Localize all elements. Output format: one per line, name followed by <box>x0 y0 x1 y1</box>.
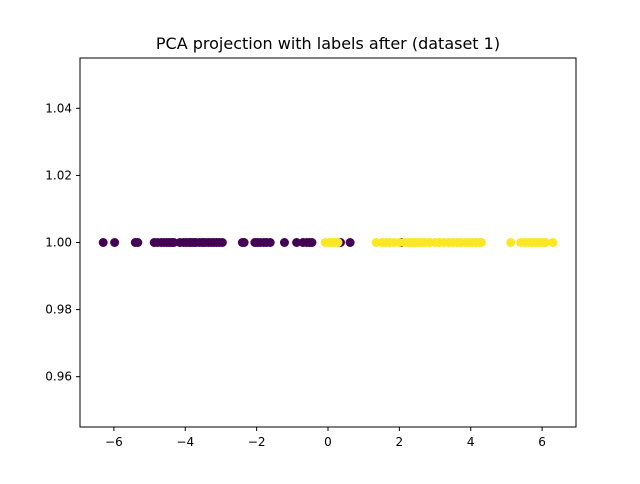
data-point-class_1-41 <box>541 238 551 247</box>
y-tick-label-3: 1.02 <box>45 168 72 182</box>
y-axis: 0.96 0.98 1.00 1.02 1.04 <box>45 101 80 384</box>
data-point-class_0-37 <box>292 238 302 247</box>
data-point-class_1-33 <box>506 238 516 247</box>
x-tick-label-5: 4 <box>467 435 475 449</box>
x-axis: −6 −4 −2 0 2 4 6 <box>105 427 546 449</box>
data-point-class_0-35 <box>265 238 275 247</box>
data-point-class_0-1 <box>110 238 120 247</box>
data-point-class_0-29 <box>239 238 249 247</box>
chart-title: PCA projection with labels after (datase… <box>156 34 500 53</box>
data-point-class_0-43 <box>345 238 355 247</box>
y-tick-label-4: 1.04 <box>45 101 72 115</box>
data-points <box>98 238 558 247</box>
data-point-class_1-4 <box>333 238 343 247</box>
y-tick-label-0: 0.96 <box>45 370 72 384</box>
data-point-class_1-42 <box>548 238 558 247</box>
data-point-class_1-32 <box>476 238 486 247</box>
x-tick-label-0: −6 <box>105 435 123 449</box>
data-point-class_0-0 <box>98 238 108 247</box>
x-tick-label-2: −2 <box>248 435 266 449</box>
x-tick-label-3: 0 <box>324 435 332 449</box>
x-tick-label-4: 2 <box>396 435 404 449</box>
data-point-class_0-41 <box>307 238 317 247</box>
y-tick-label-1: 0.98 <box>45 303 72 317</box>
y-tick-label-2: 1.00 <box>45 236 72 250</box>
data-point-class_0-27 <box>217 238 227 247</box>
data-point-class_0-36 <box>279 238 289 247</box>
x-tick-label-6: 6 <box>538 435 546 449</box>
data-point-class_0-3 <box>133 238 143 247</box>
x-tick-label-1: −4 <box>176 435 194 449</box>
